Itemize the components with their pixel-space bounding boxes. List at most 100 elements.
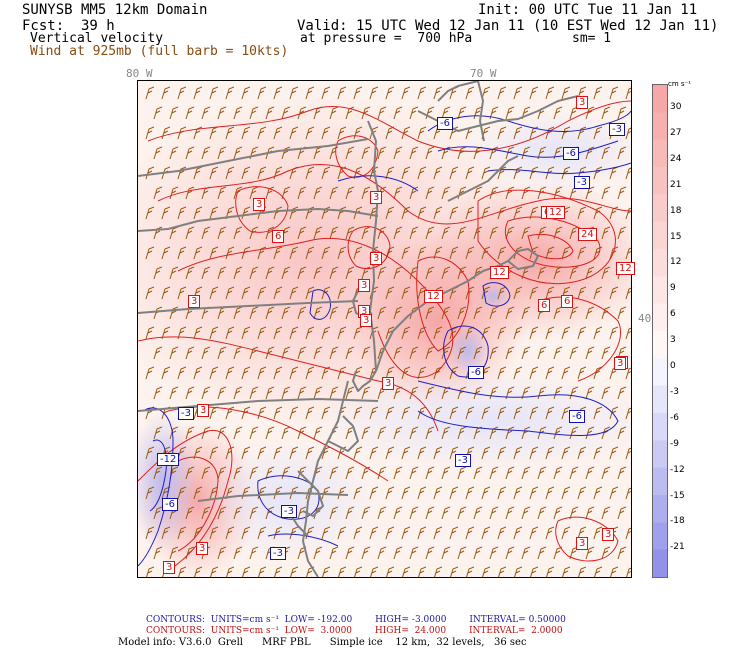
wind-barb	[585, 386, 595, 400]
wind-barb	[521, 386, 531, 400]
wind-barb	[561, 166, 571, 180]
wind-barb	[217, 426, 227, 440]
wind-barb	[209, 126, 219, 140]
wind-barb	[345, 386, 355, 400]
wind-barb	[601, 266, 611, 280]
wind-barb	[337, 86, 347, 100]
wind-barb	[233, 146, 243, 160]
wind-barb	[353, 526, 363, 540]
shading-layer	[138, 91, 631, 577]
wind-barb	[329, 226, 339, 240]
wind-barb	[257, 286, 267, 300]
wind-barb	[145, 526, 155, 540]
wind-barb	[457, 226, 467, 240]
wind-barb	[585, 506, 595, 520]
wind-barb	[401, 286, 411, 300]
wind-barb	[585, 466, 595, 480]
wind-barb	[497, 406, 507, 420]
wind-barb	[305, 286, 315, 300]
contour-label-positive: 3	[382, 377, 395, 390]
wind-barb	[609, 286, 619, 300]
wind-barb	[161, 326, 171, 340]
wind-barb	[393, 146, 403, 160]
wind-barb	[449, 486, 459, 500]
wind-barb	[481, 446, 491, 460]
wind-barb	[289, 526, 299, 540]
contour-label-positive: 3	[197, 404, 210, 417]
wind-barb	[169, 106, 179, 120]
wind-barb	[521, 146, 531, 160]
wind-barb	[377, 266, 387, 280]
wind-barb	[482, 566, 491, 577]
wind-barb	[233, 506, 243, 520]
wind-barb	[537, 346, 547, 360]
wind-barb	[361, 426, 371, 440]
wind-barb	[449, 406, 459, 420]
wind-barb	[497, 206, 507, 220]
wind-barb	[617, 386, 627, 400]
wind-barb	[545, 326, 555, 340]
wind-barb	[385, 286, 395, 300]
contour-label-positive: 3	[576, 96, 589, 109]
wind-barb	[217, 146, 227, 160]
wind-barb	[489, 186, 499, 200]
wind-barb	[497, 366, 507, 380]
wind-barb	[153, 106, 163, 120]
wind-barb	[569, 226, 579, 240]
wind-barb	[153, 386, 163, 400]
wind-barb	[593, 486, 603, 500]
wind-barb	[297, 346, 307, 360]
wind-barb	[185, 426, 195, 440]
wind-barb	[529, 326, 539, 340]
wind-barb	[297, 186, 307, 200]
wind-barb	[185, 106, 195, 120]
wind-barb	[337, 526, 347, 540]
wind-description: Wind at 925mb (full barb = 10kts)	[30, 44, 289, 59]
wind-barb	[233, 546, 243, 560]
wind-barb	[417, 206, 427, 220]
wind-barb	[297, 306, 307, 320]
wind-barb	[601, 106, 611, 120]
wind-barb	[329, 106, 339, 120]
wind-barb	[209, 166, 219, 180]
wind-barb	[345, 106, 355, 120]
wind-barb	[273, 406, 283, 420]
wind-barb	[281, 146, 291, 160]
wind-barb	[233, 466, 243, 480]
wind-barb	[185, 186, 195, 200]
colorbar-tick-label: 9	[670, 283, 676, 294]
wind-barb	[313, 186, 323, 200]
wind-barb	[601, 226, 611, 240]
wind-barb	[321, 86, 331, 100]
wind-barb	[529, 486, 539, 500]
wind-barb	[521, 306, 531, 320]
wind-barb	[497, 486, 507, 500]
wind-barb	[497, 446, 507, 460]
field-name: Vertical velocity	[30, 31, 164, 46]
wind-barb	[209, 286, 219, 300]
wind-barb	[305, 446, 315, 460]
wind-barb	[249, 546, 259, 560]
wind-barb	[321, 406, 331, 420]
wind-barb	[393, 226, 403, 240]
wind-barb	[569, 346, 579, 360]
weather-map[interactable]	[137, 80, 632, 578]
wind-barb	[473, 306, 483, 320]
wind-barb	[369, 86, 379, 100]
wind-barb	[625, 487, 631, 500]
wind-barb	[617, 186, 627, 200]
wind-barb	[497, 286, 507, 300]
wind-barb	[489, 506, 499, 520]
wind-barb	[273, 446, 283, 460]
wind-barb	[513, 486, 523, 500]
wind-barb	[601, 186, 611, 200]
wind-barb	[209, 326, 219, 340]
wind-barb	[457, 466, 467, 480]
wind-barb	[193, 206, 203, 220]
wind-barb	[537, 466, 547, 480]
wind-barb	[514, 566, 523, 577]
wind-barb	[289, 286, 299, 300]
wind-barb	[241, 366, 251, 380]
wind-barb	[489, 466, 499, 480]
wind-barb	[481, 166, 491, 180]
